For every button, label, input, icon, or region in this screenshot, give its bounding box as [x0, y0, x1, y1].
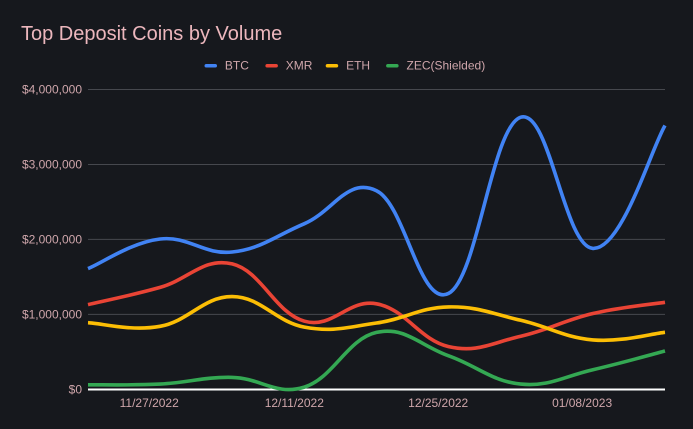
svg-text:ETH: ETH [346, 58, 370, 72]
svg-text:$4,000,000: $4,000,000 [22, 83, 82, 97]
svg-text:BTC: BTC [225, 58, 249, 72]
svg-text:$2,000,000: $2,000,000 [22, 233, 82, 247]
svg-text:Top Deposit Coins by Volume: Top Deposit Coins by Volume [21, 23, 282, 45]
svg-text:12/11/2022: 12/11/2022 [265, 396, 324, 410]
svg-text:$0: $0 [69, 383, 83, 397]
svg-text:$3,000,000: $3,000,000 [22, 158, 82, 172]
svg-text:11/27/2022: 11/27/2022 [120, 396, 179, 410]
svg-text:ZEC(Shielded): ZEC(Shielded) [407, 58, 486, 72]
svg-text:01/08/2023: 01/08/2023 [552, 396, 612, 410]
svg-text:XMR: XMR [286, 58, 313, 72]
svg-text:12/25/2022: 12/25/2022 [408, 396, 468, 410]
svg-text:$1,000,000: $1,000,000 [22, 308, 82, 322]
